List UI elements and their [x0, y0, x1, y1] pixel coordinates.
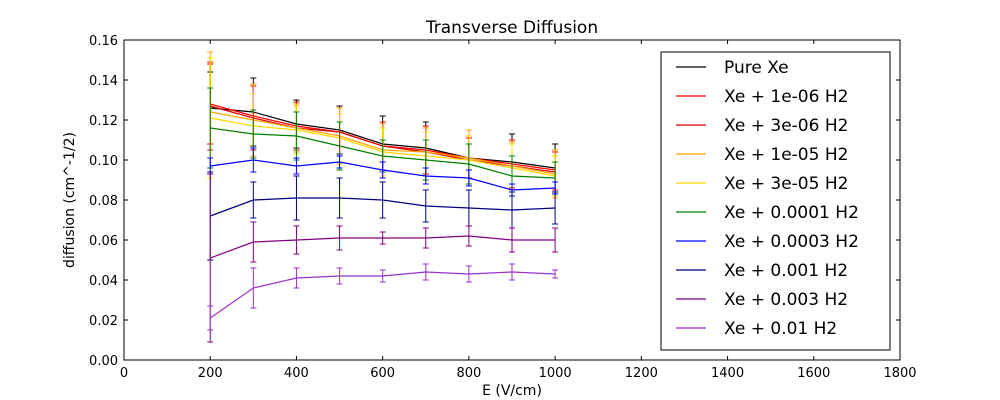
- legend-label: Xe + 0.01 H2: [724, 319, 837, 339]
- series-5: [207, 87, 559, 197]
- x-tick-label: 0: [120, 366, 128, 381]
- y-tick-label: 0.16: [89, 34, 118, 49]
- y-tick-label: 0.08: [89, 194, 118, 209]
- plot-area: [207, 51, 559, 343]
- legend-label: Xe + 1e-05 H2: [724, 145, 848, 165]
- legend-box: [660, 51, 891, 351]
- y-tick-label: 0.04: [89, 274, 118, 289]
- y-tick-label: 0.06: [89, 234, 118, 249]
- y-tick-label: 0.12: [89, 114, 118, 129]
- y-tick-label: 0.02: [89, 314, 118, 329]
- series-line: [210, 127, 556, 179]
- legend-label: Xe + 3e-05 H2: [724, 174, 848, 194]
- y-tick-label: 0.10: [89, 154, 118, 169]
- x-tick-label: 200: [198, 366, 223, 381]
- legend-label: Xe + 0.0003 H2: [724, 232, 859, 252]
- legend-label: Xe + 3e-06 H2: [724, 116, 848, 136]
- legend-label: Xe + 0.001 H2: [724, 261, 848, 281]
- x-tick-label: 800: [456, 366, 481, 381]
- series-7: [207, 171, 559, 261]
- y-tick-label: 0.14: [89, 74, 118, 89]
- chart-title: Transverse Diffusion: [425, 18, 598, 38]
- legend-label: Xe + 1e-06 H2: [724, 87, 848, 107]
- series-9: [207, 263, 559, 331]
- y-axis-title: diffusion (cm^-1/2): [62, 132, 78, 268]
- x-axis-title: E (V/cm): [482, 383, 542, 399]
- y-axis: 0.00 0.02 0.04 0.06 0.08 0.10 0.12 0.14 0.16: [89, 34, 900, 369]
- x-tick-label: 1000: [539, 366, 572, 381]
- series-line: [209, 271, 556, 319]
- x-tick-label: 1600: [797, 366, 830, 381]
- x-axis: 0 200 400 600 800 1000 1200 1400 1600 1800: [120, 40, 917, 381]
- series-line: [210, 197, 556, 217]
- legend: Pure Xe Xe + 1e-06 H2 Xe + 3e-06 H2 Xe + 1e…: [660, 51, 891, 351]
- legend-label: Xe + 0.0001 H2: [724, 203, 859, 223]
- x-tick-label: 600: [370, 366, 395, 381]
- x-tick-label: 1400: [711, 366, 744, 381]
- legend-label: Xe + 0.003 H2: [724, 290, 848, 310]
- legend-label: Pure Xe: [724, 58, 789, 78]
- series-line: [210, 235, 556, 259]
- series-line: [210, 159, 556, 191]
- x-tick-label: 400: [284, 366, 309, 381]
- x-tick-label: 1800: [883, 366, 916, 381]
- y-tick-label: 0.00: [89, 354, 118, 369]
- x-tick-label: 1200: [625, 366, 658, 381]
